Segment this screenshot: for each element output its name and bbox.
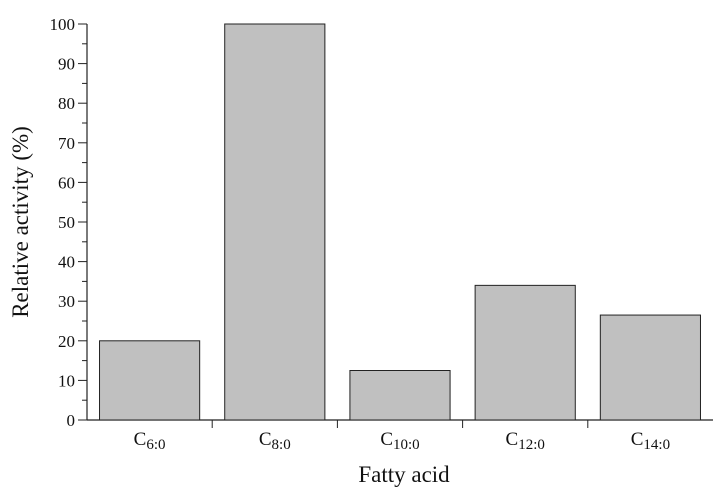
category-subscript: 10:0 bbox=[393, 437, 420, 453]
y-tick-label: 50 bbox=[58, 213, 75, 232]
category-subscript: 12:0 bbox=[518, 437, 545, 453]
bar-3 bbox=[474, 284, 576, 421]
bar-1 bbox=[224, 23, 326, 421]
bar-0 bbox=[99, 340, 201, 421]
y-tick-label: 0 bbox=[67, 411, 76, 430]
y-tick-label: 60 bbox=[58, 173, 75, 192]
x-tick-label: C6:0 bbox=[134, 429, 166, 453]
category-base: C bbox=[506, 429, 519, 450]
x-tick-label: C14:0 bbox=[631, 429, 670, 453]
y-tick-label: 10 bbox=[58, 371, 75, 390]
category-base: C bbox=[134, 429, 147, 450]
bar-2 bbox=[349, 370, 451, 421]
x-tick-label: C8:0 bbox=[259, 429, 291, 453]
x-tick-label: C10:0 bbox=[380, 429, 419, 453]
category-subscript: 8:0 bbox=[272, 437, 291, 453]
y-tick-label: 40 bbox=[58, 253, 75, 272]
y-tick-label: 30 bbox=[58, 292, 75, 311]
category-base: C bbox=[259, 429, 272, 450]
y-axis-title: Relative activity (%) bbox=[8, 126, 33, 318]
y-axis: 0 10 20 30 40 50 60 70 80 90 100 bbox=[50, 15, 88, 430]
y-tick-label: 20 bbox=[58, 332, 75, 351]
category-base: C bbox=[631, 429, 644, 450]
category-subscript: 14:0 bbox=[643, 437, 670, 453]
bar-4 bbox=[599, 314, 701, 421]
x-tick-label: C12:0 bbox=[506, 429, 545, 453]
x-axis-title: Fatty acid bbox=[358, 462, 450, 487]
category-subscript: 6:0 bbox=[146, 437, 165, 453]
bars bbox=[99, 23, 701, 421]
y-tick-label: 70 bbox=[58, 134, 75, 153]
y-tick-label: 90 bbox=[58, 55, 75, 74]
x-axis bbox=[87, 419, 713, 428]
category-base: C bbox=[380, 429, 393, 450]
category-labels: C6:0 C8:0 C10:0 C12:0 C14:0 bbox=[134, 429, 670, 453]
y-tick-label: 80 bbox=[58, 94, 75, 113]
y-tick-label: 100 bbox=[50, 15, 76, 34]
